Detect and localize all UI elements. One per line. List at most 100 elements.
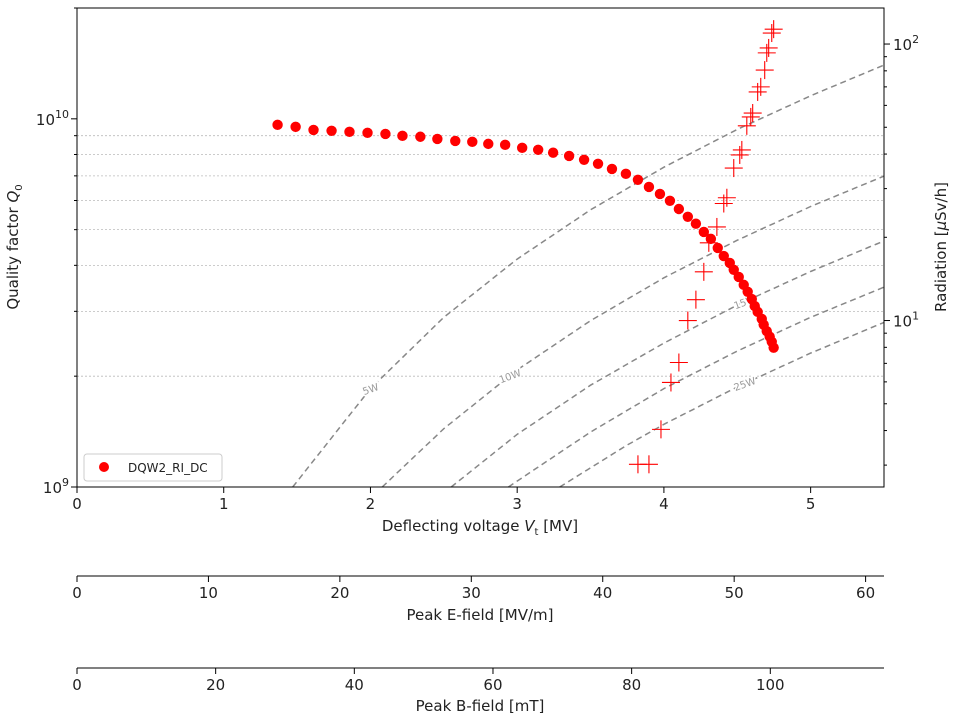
radiation-point [651, 420, 670, 439]
legend-marker-icon [99, 462, 109, 472]
radiation-point [699, 233, 718, 252]
q0-point [632, 174, 644, 185]
q0-point [308, 124, 319, 136]
legend: DQW2_RI_DC [83, 453, 223, 482]
radiation-point [748, 82, 767, 101]
radiation-point [686, 290, 705, 309]
q0-point [643, 181, 655, 193]
q0-point [733, 271, 744, 283]
secondary-axis-tick-label: 0 [72, 584, 82, 602]
y-axis-right-label: Radiation [μSv/h] [932, 182, 950, 312]
q0-point [532, 144, 544, 155]
e-field-axis-label: Peak E-field [MV/m] [407, 606, 554, 624]
y-left-tick-label: 109 [43, 476, 69, 497]
q0-point [712, 242, 723, 254]
radiation-point [762, 24, 781, 43]
radiation-point [730, 145, 749, 164]
secondary-axis-tick-label: 40 [593, 584, 612, 602]
q0-point [450, 135, 461, 147]
contour-line [507, 286, 885, 488]
q0-point [362, 127, 373, 139]
secondary-axis-tick-label: 60 [856, 584, 875, 602]
secondary-axis-tick-label: 60 [483, 676, 502, 694]
x-axis-label: Deflecting voltage Vt [MV] [382, 517, 578, 538]
secondary-axis-tick-label: 0 [72, 676, 82, 694]
q0-point [432, 133, 443, 145]
radiation-point [661, 373, 680, 392]
radiation-point [743, 104, 762, 123]
radiation-point [751, 77, 770, 96]
y-right-tick-label: 102 [893, 33, 919, 54]
legend-entry: DQW2_RI_DC [128, 461, 208, 475]
q0-point [483, 138, 494, 150]
x-tick-label: 1 [219, 495, 229, 513]
y-axis-left-label: Quality factor Q0 [4, 184, 25, 309]
secondary-axis-tick-label: 80 [622, 676, 641, 694]
secondary-axis-tick-label: 40 [345, 676, 364, 694]
radiation-point [741, 107, 760, 126]
contour-line [381, 175, 885, 488]
radiation-point [639, 455, 658, 474]
q0-point [606, 163, 618, 175]
y-left-tick-label: 1010 [36, 108, 69, 129]
q0-point [499, 139, 511, 151]
radiation-point [757, 43, 776, 62]
radiation-point [669, 353, 688, 372]
q0-point [326, 125, 337, 136]
radiation-point [707, 217, 726, 236]
q0-point [664, 195, 676, 206]
secondary-axis-tick-label: 30 [462, 584, 481, 602]
x-tick-label: 5 [806, 495, 816, 513]
secondary-axis-tick-label: 10 [199, 584, 218, 602]
x-tick-label: 4 [659, 495, 669, 513]
plot-frame [76, 7, 885, 488]
q0-point [620, 168, 632, 180]
secondary-axis-tick-label: 100 [756, 676, 785, 694]
radiation-point [678, 311, 697, 330]
q0-point [698, 226, 710, 238]
q0-point [682, 211, 694, 222]
q0-point [718, 250, 729, 262]
q0-point [516, 142, 528, 154]
x-tick-label: 0 [72, 495, 82, 513]
contour-label: 10W [498, 368, 523, 386]
secondary-axis-tick-label: 20 [330, 584, 349, 602]
radiation-point [764, 20, 783, 39]
x-tick-label: 3 [512, 495, 522, 513]
legend-box [83, 453, 223, 482]
contour-line [292, 64, 885, 488]
radiation-point [759, 38, 778, 57]
q0-point [344, 126, 355, 138]
radiation-point [737, 116, 756, 135]
secondary-axis-tick-label: 50 [725, 584, 744, 602]
q0-point [415, 131, 426, 142]
contour-line [559, 321, 885, 488]
q0-point [563, 150, 575, 162]
q0-point [547, 147, 559, 158]
radiation-point [755, 61, 774, 80]
q0-point [272, 119, 283, 131]
q0-point [673, 203, 685, 215]
q0-point [690, 218, 702, 229]
y-right-tick-label: 101 [893, 310, 919, 331]
q0-point [380, 128, 391, 140]
radiation-point [717, 188, 736, 207]
contour-line [450, 240, 885, 488]
b-field-axis-label: Peak B-field [mT] [416, 697, 545, 715]
q0-point [768, 342, 779, 353]
radiation-point [694, 262, 713, 281]
secondary-axis-tick-label: 20 [206, 676, 225, 694]
q0-point [654, 188, 666, 200]
contour-label: 25W [733, 376, 758, 394]
radiation-point [732, 140, 751, 159]
q0-point [467, 136, 478, 148]
q0-point [592, 158, 604, 169]
q0-point [397, 130, 408, 142]
q0-point [578, 154, 590, 165]
x-tick-label: 2 [366, 495, 376, 513]
radiation-point [724, 159, 743, 178]
data-marks [272, 20, 783, 474]
